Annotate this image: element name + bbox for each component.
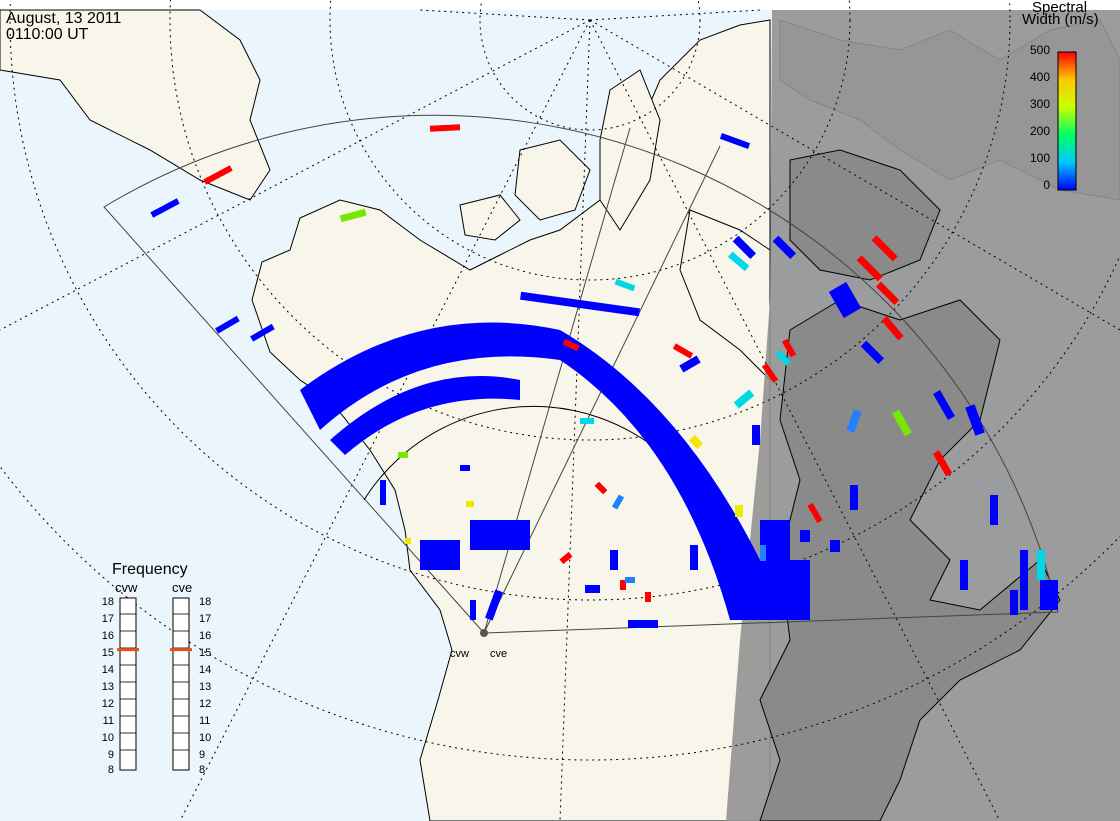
scatter-band-inner (330, 376, 520, 455)
frequency-tick: 15 (199, 647, 212, 659)
scatter-band-east (560, 330, 760, 620)
frequency-tick: 14 (199, 664, 212, 676)
frequency-tick: 8 (199, 764, 206, 776)
frequency-ladders (119, 597, 190, 771)
arctic-islands (514, 139, 591, 221)
frequency-tick: 14 (101, 664, 114, 676)
frequency-radar-label: cvw (115, 580, 138, 595)
frequency-tick: 10 (101, 732, 114, 744)
backscatter-data (150, 124, 1058, 628)
frequency-tick: 15 (101, 647, 114, 659)
arctic-islands-2 (459, 194, 521, 241)
colorbar-title-line2: Width (m/s) (1022, 11, 1099, 28)
frequency-tick: 9 (199, 749, 206, 761)
colorbar-tick: 100 (1029, 151, 1050, 165)
frequency-tick: 11 (102, 715, 114, 727)
date-label: August, 13 2011 (6, 10, 122, 27)
colorbar-tick: 400 (1029, 70, 1050, 84)
frequency-tick: 9 (107, 749, 114, 761)
frequency-tick: 13 (199, 681, 212, 693)
colorbar-tick: 0 (1043, 178, 1050, 192)
colorbar (1057, 51, 1077, 191)
colorbar-tick: 300 (1029, 97, 1050, 111)
greenland-land (599, 69, 661, 231)
radar-label-cvw: cvw (450, 648, 469, 660)
frequency-tick: 13 (101, 681, 114, 693)
radar-site-marker (480, 629, 488, 637)
colorbar-title-line1: Spectral (1032, 0, 1088, 16)
night-region (726, 10, 1120, 821)
time-label: 0110:00 UT (6, 26, 89, 43)
frequency-tick: 12 (199, 698, 212, 710)
siberia-land (0, 9, 271, 201)
frequency-tick: 11 (199, 715, 211, 727)
colorbar-tick: 500 (1029, 43, 1050, 57)
frequency-tick: 18 (199, 596, 212, 608)
frequency-tick: 8 (107, 764, 114, 776)
frequency-title: Frequency (112, 561, 188, 578)
frequency-tick: 17 (101, 613, 114, 625)
colorbar-tick: 200 (1029, 124, 1050, 138)
frequency-tick: 16 (101, 630, 114, 642)
frequency-tick: 17 (199, 613, 212, 625)
frequency-tick: 10 (199, 732, 212, 744)
radar-label-cve: cve (490, 648, 508, 660)
frequency-tick: 12 (101, 698, 114, 710)
frequency-tick: 18 (101, 596, 114, 608)
frequency-radar-label: cve (172, 580, 193, 595)
scatter-band-west (300, 322, 560, 430)
frequency-tick: 16 (199, 630, 212, 642)
